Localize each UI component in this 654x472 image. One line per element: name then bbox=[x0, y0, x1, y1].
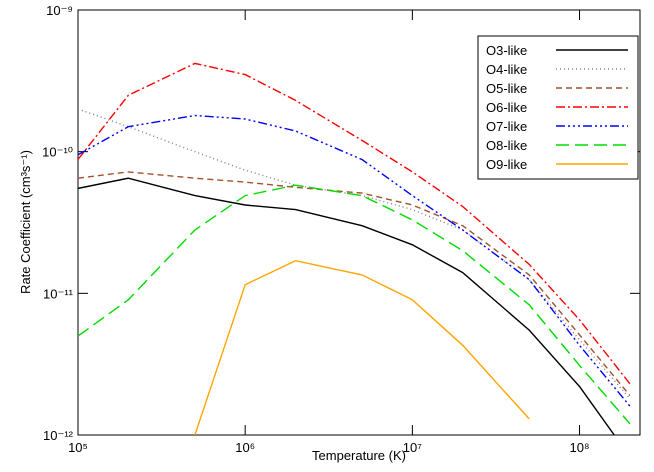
x-tick-label: 10⁶ bbox=[235, 440, 255, 455]
legend-label: O5-like bbox=[486, 81, 527, 96]
plot-area bbox=[78, 62, 631, 435]
y-tick-label: 10⁻⁹ bbox=[46, 3, 73, 18]
x-tick-label: 10⁸ bbox=[570, 440, 590, 455]
series-line bbox=[78, 62, 631, 385]
series-line bbox=[194, 259, 530, 435]
y-tick-label: 10⁻¹⁰ bbox=[42, 145, 73, 160]
series-line bbox=[78, 108, 631, 400]
series-line bbox=[78, 171, 631, 396]
series-line bbox=[78, 177, 616, 435]
legend-label: O7-like bbox=[486, 119, 527, 134]
series-line bbox=[78, 114, 631, 407]
legend-label: O4-like bbox=[486, 62, 527, 77]
y-tick-label: 10⁻¹¹ bbox=[43, 286, 74, 301]
y-axis-label: Rate Coefficient (cm³s⁻¹) bbox=[18, 150, 33, 294]
plot-frame bbox=[77, 9, 641, 436]
legend-label: O8-like bbox=[486, 138, 527, 153]
x-axis-label: Temperature (K) bbox=[312, 448, 406, 463]
legend-label: O9-like bbox=[486, 157, 527, 172]
x-tick-label: 10⁷ bbox=[403, 440, 422, 455]
y-tick-label: 10⁻¹² bbox=[43, 428, 74, 443]
legend-label: O3-like bbox=[486, 43, 527, 58]
legend-label: O6-like bbox=[486, 100, 527, 115]
series-line bbox=[78, 184, 631, 425]
x-tick-label: 10⁵ bbox=[68, 440, 88, 455]
